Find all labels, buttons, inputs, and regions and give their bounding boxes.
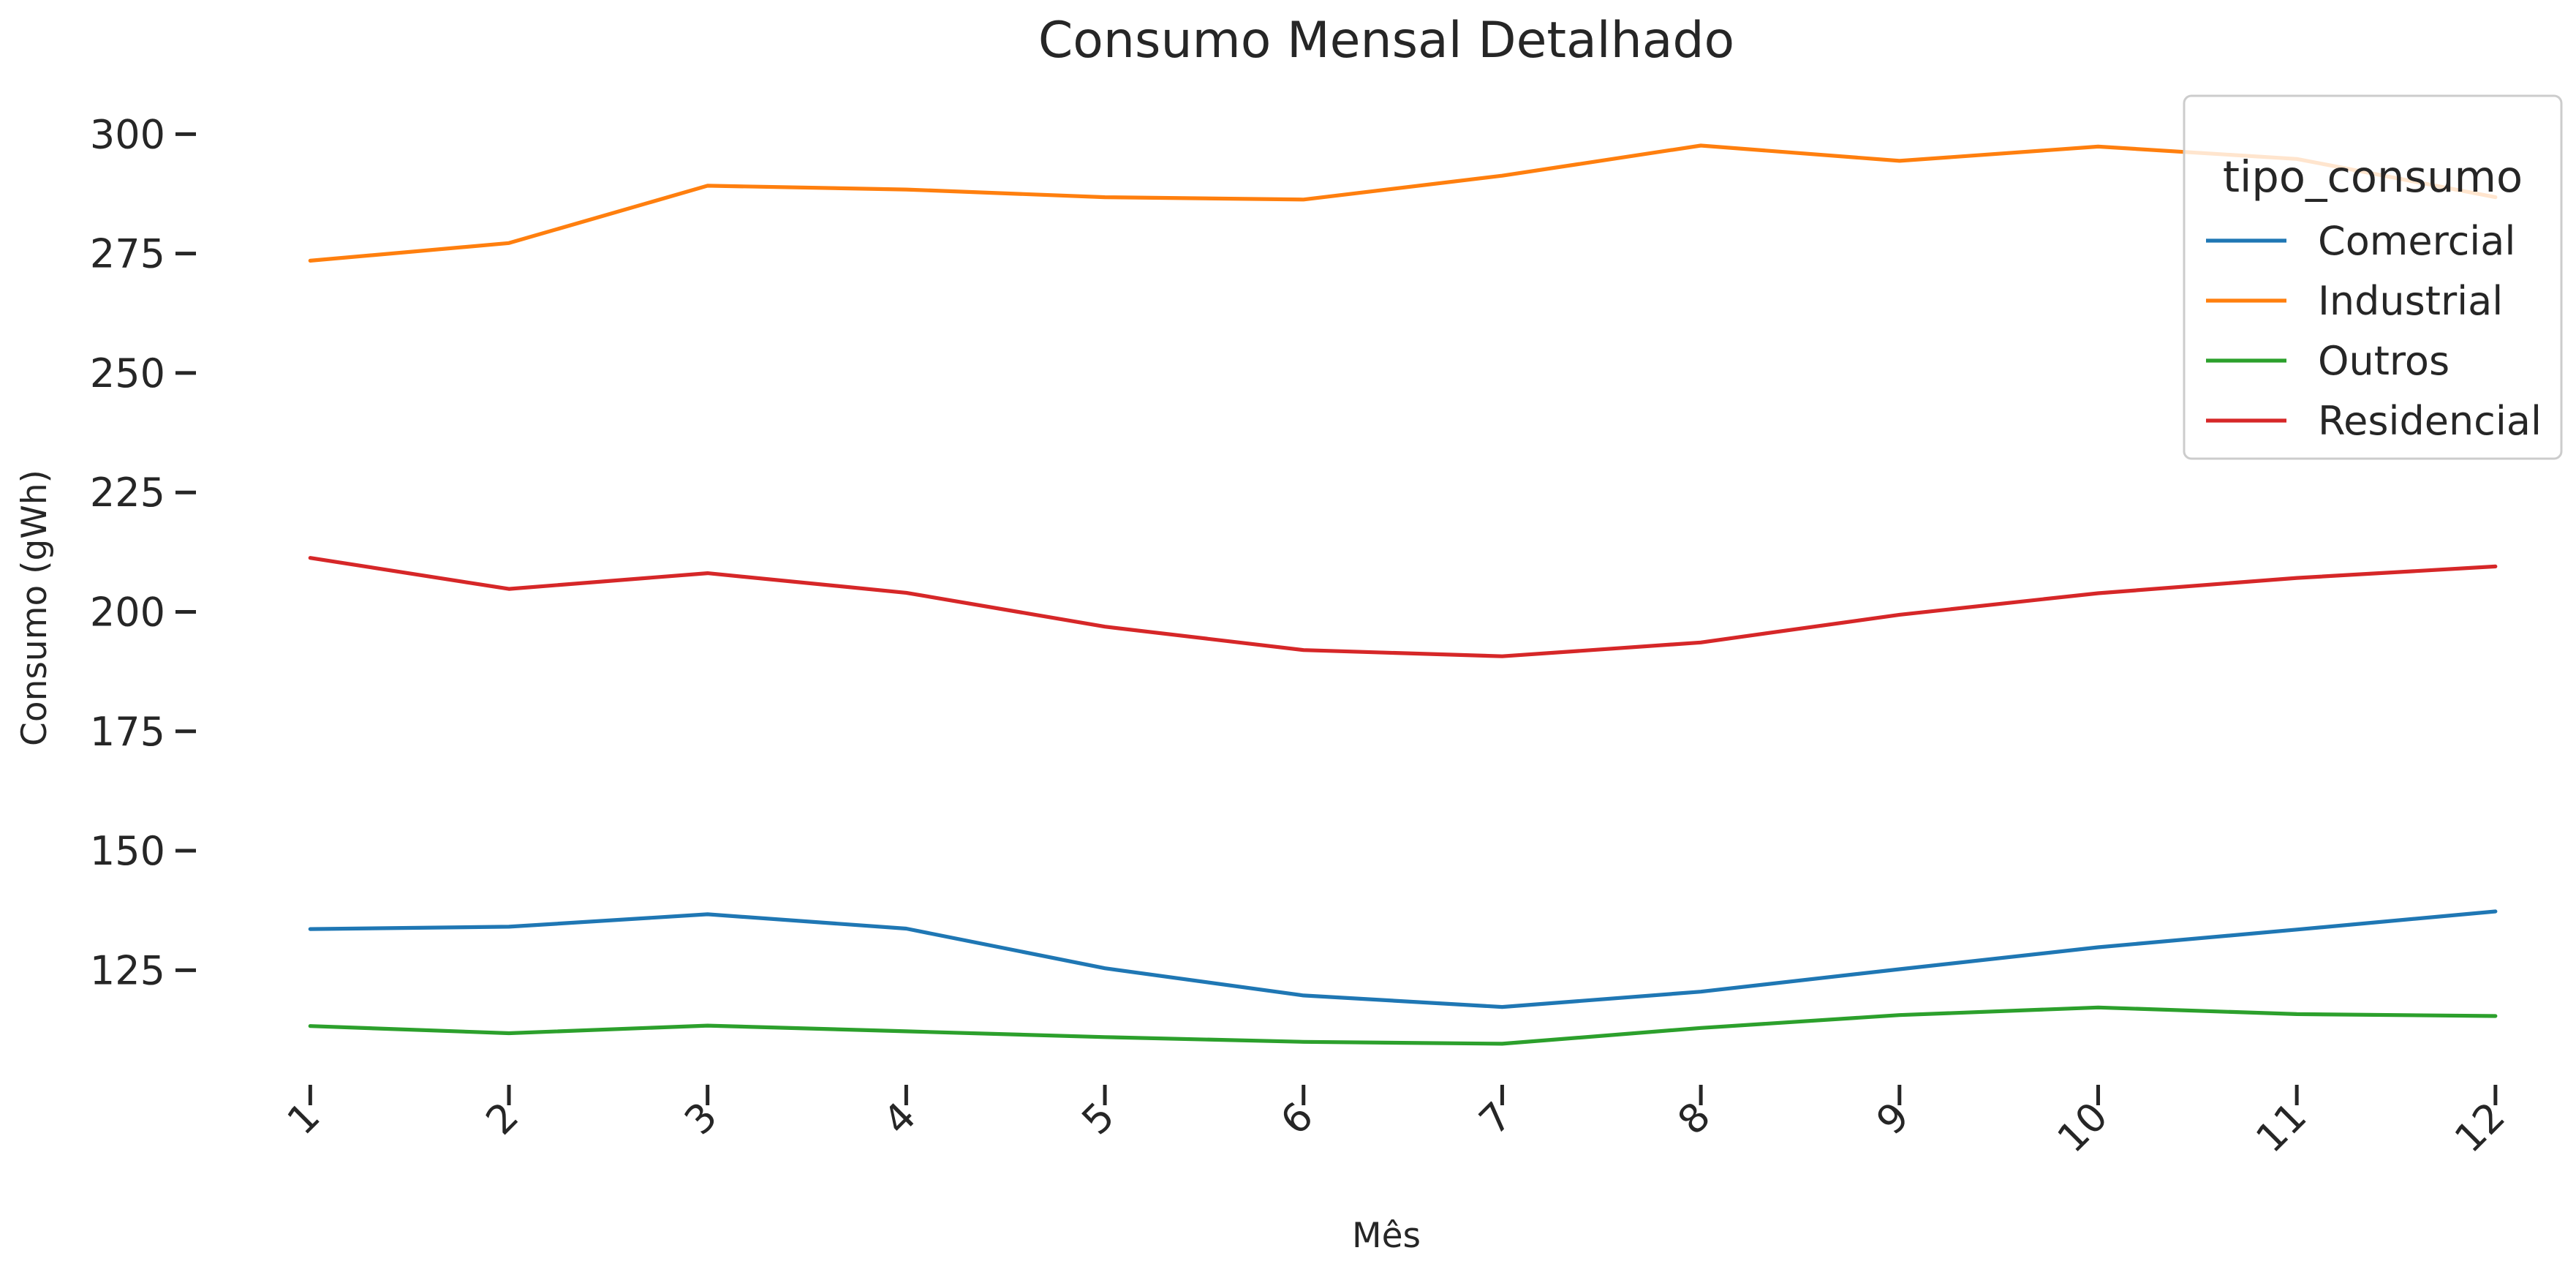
chart-title: Consumo Mensal Detalhado [1038,12,1734,69]
legend-box [2183,94,2563,460]
x-tick-label: 5 [1073,1094,1123,1144]
legend-items: Comercial Industrial Outros Residencial [2206,218,2542,444]
x-tick-label: 10 [2049,1094,2117,1162]
legend-label-comercial: Comercial [2318,218,2515,264]
y-tick-label: 225 [90,470,165,516]
x-tick-label: 4 [875,1094,925,1144]
y-axis: 125 150 175 200 225 250 275 300 [90,111,196,993]
series-line-residencial [308,556,2498,658]
series-line-comercial [308,909,2498,1009]
legend: tipo_consumo Comercial Industrial Outros Re… [2183,94,2563,460]
y-tick-label: 125 [90,947,165,993]
legend-label-residencial: Residencial [2318,398,2542,444]
x-axis: 1 2 3 4 5 6 7 8 9 10 11 12 [279,1085,2514,1162]
x-tick-label: 7 [1470,1094,1521,1144]
x-tick-label: 2 [477,1094,527,1144]
x-axis-label: Mês [1352,1216,1421,1256]
x-tick-label: 9 [1867,1094,1918,1144]
y-tick-label: 250 [90,350,165,396]
y-tick-label: 300 [90,111,165,157]
x-tick-label: 1 [279,1094,329,1144]
y-tick-label: 175 [90,709,165,755]
plot-area [308,143,2498,1046]
x-tick-label: 8 [1669,1094,1719,1144]
legend-title: tipo_consumo [2223,151,2523,202]
x-tick-label: 12 [2446,1094,2514,1162]
legend-label-outros: Outros [2318,338,2450,384]
series-line-industrial [308,143,2498,263]
x-tick-label: 6 [1272,1094,1322,1144]
legend-label-industrial: Industrial [2318,278,2503,324]
y-axis-label: Consumo (gWh) [15,470,55,746]
y-tick-label: 150 [90,828,165,874]
x-tick-label: 3 [676,1094,726,1144]
x-tick-label: 11 [2247,1094,2315,1162]
y-tick-label: 200 [90,589,165,635]
y-tick-label: 275 [90,231,165,277]
series-line-outros [308,1005,2498,1046]
